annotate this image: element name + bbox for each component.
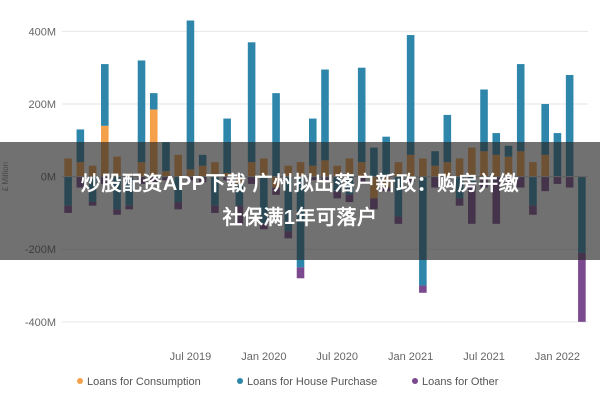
legend-label: Loans for Consumption bbox=[87, 376, 201, 388]
bar-segment-house-purchase bbox=[137, 60, 146, 163]
y-tick-label: 200M bbox=[28, 99, 56, 111]
y-tick-label: -400M bbox=[25, 317, 56, 329]
bar-segment-house-purchase bbox=[541, 104, 549, 155]
legend-marker bbox=[77, 378, 83, 384]
bar-segment-house-purchase bbox=[272, 93, 280, 177]
bar-segment-house-purchase bbox=[321, 69, 329, 161]
x-tick-label: Jan 2021 bbox=[388, 351, 433, 363]
banner-headline-line-1: 炒股配资APP下载 广州拟出落户新政：购房并缴 bbox=[80, 173, 520, 195]
legend-label: Loans for Other bbox=[422, 376, 499, 388]
bar-segment-house-purchase bbox=[247, 42, 256, 163]
banner-headline-line-2: 社保满1年可落户 bbox=[222, 207, 378, 229]
x-tick-label: Jan 2020 bbox=[241, 351, 286, 363]
y-tick-label: 400M bbox=[28, 26, 56, 38]
bar-segment-house-purchase bbox=[101, 64, 109, 126]
bar-segment-other bbox=[419, 285, 427, 293]
bar-segment-other bbox=[296, 267, 305, 279]
legend-marker bbox=[237, 378, 243, 384]
bar-segment-house-purchase bbox=[406, 35, 415, 155]
legend-label: Loans for House Purchase bbox=[247, 376, 377, 388]
x-tick-label: Jan 2022 bbox=[535, 351, 580, 363]
bar-segment-house-purchase bbox=[357, 67, 366, 163]
overlay-banner: 炒股配资APP下载 广州拟出落户新政：购房并缴 社保满1年可落户 bbox=[0, 142, 600, 260]
x-tick-label: Jul 2020 bbox=[316, 351, 358, 363]
x-tick-label: Jul 2019 bbox=[170, 351, 212, 363]
legend-marker bbox=[412, 378, 418, 384]
bar-segment-house-purchase bbox=[516, 64, 525, 152]
x-tick-label: Jul 2021 bbox=[463, 351, 505, 363]
bar-segment-house-purchase bbox=[480, 89, 488, 152]
bar-segment-other bbox=[578, 252, 586, 322]
bar-segment-house-purchase bbox=[149, 93, 158, 110]
bar-segment-house-purchase bbox=[565, 74, 574, 177]
bar-segment-house-purchase bbox=[186, 20, 195, 170]
bar-segment-house-purchase bbox=[443, 114, 452, 163]
